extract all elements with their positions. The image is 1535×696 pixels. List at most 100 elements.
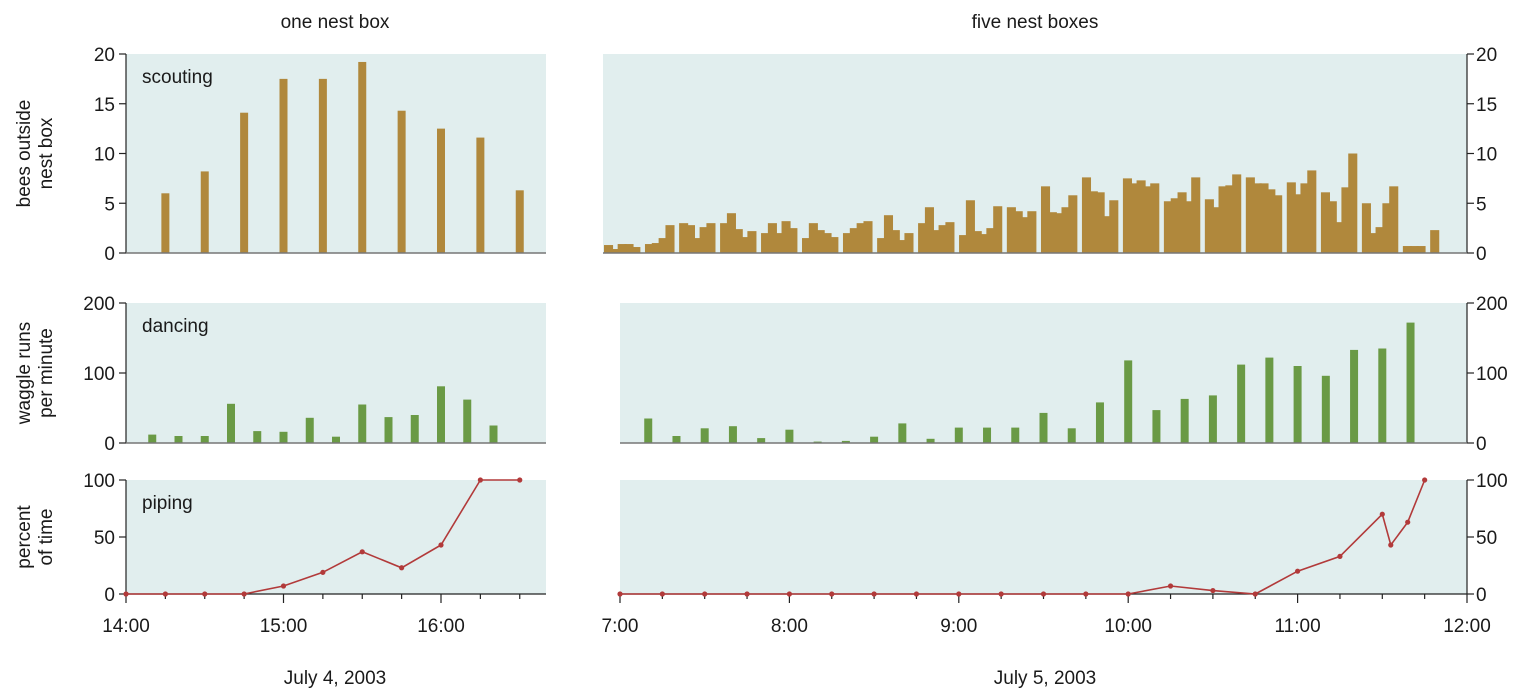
scouting-panel-left — [126, 54, 546, 253]
dancing-bar-right — [1293, 366, 1302, 443]
dancing-bar-right — [954, 427, 963, 443]
dancing-bar-right — [983, 427, 992, 443]
scouting-bar-right — [1081, 177, 1092, 253]
dancing-bar-left — [463, 399, 472, 443]
scouting-bar-right — [685, 225, 696, 253]
scouting-panel-label: scouting — [142, 67, 213, 88]
dancing-bar-left — [174, 436, 183, 443]
scouting-bar-right — [849, 228, 859, 253]
piping-point-right — [1422, 477, 1428, 483]
scouting-bar-right — [1334, 222, 1344, 253]
piping-y-axis-label: percentof time — [14, 505, 57, 569]
scouting-ytick-label-right: 5 — [1476, 194, 1487, 215]
scouting-bar-right — [1102, 216, 1112, 253]
dancing-bar-right — [700, 428, 709, 443]
dancing-bar-right — [1124, 360, 1133, 443]
dancing-bar-left — [227, 403, 235, 443]
scouting-y-axis-label-line: nest box — [36, 117, 57, 189]
piping-panel-left — [126, 480, 546, 594]
scouting-bar-right — [1341, 187, 1351, 253]
scouting-bar-right — [979, 234, 989, 253]
scouting-bar-right — [931, 230, 941, 253]
dancing-bar-right — [1039, 412, 1048, 443]
scouting-bar-right — [679, 223, 689, 253]
scouting-bar-right — [774, 233, 784, 253]
dancing-bar-left — [384, 417, 393, 443]
scouting-bar-right — [1368, 233, 1378, 253]
piping-point-left — [477, 477, 483, 483]
scouting-bar-right — [918, 223, 928, 253]
scouting-bar-right — [699, 227, 709, 253]
scouting-bar-right — [1252, 183, 1262, 253]
scouting-y-axis-label-line: bees outside — [14, 100, 35, 208]
x-tick-label-right: 9:00 — [940, 616, 977, 637]
scouting-bar-right — [1430, 230, 1440, 253]
date-label-left: July 4, 2003 — [284, 668, 386, 689]
piping-point-right — [1252, 591, 1258, 597]
scouting-bar-right — [1232, 174, 1242, 253]
scouting-bar-right — [959, 235, 969, 253]
scouting-bar-right — [972, 231, 982, 253]
scouting-bar-right — [1348, 153, 1358, 253]
piping-point-right — [913, 591, 920, 597]
scouting-bar-right — [938, 225, 948, 253]
scouting-bar-right — [658, 238, 668, 253]
scouting-bar-right — [877, 238, 887, 253]
dancing-y-axis-label-line: per minute — [36, 328, 57, 418]
scouting-bar-right — [1088, 191, 1098, 253]
scouting-bar-right — [904, 233, 914, 253]
piping-ytick-label-right: 100 — [1476, 471, 1508, 492]
dancing-bar-left — [200, 436, 209, 443]
dancing-bar-right — [785, 429, 794, 443]
scouting-bar-right — [1095, 192, 1105, 253]
scouting-bar-right — [1040, 186, 1051, 253]
dancing-bar-left — [305, 417, 314, 443]
scouting-bar-left — [515, 190, 524, 253]
scouting-bar-right — [1245, 177, 1255, 253]
scouting-bar-right — [1006, 207, 1016, 253]
piping-point-left — [202, 591, 208, 597]
piping-point-right — [617, 591, 623, 597]
scouting-bar-right — [1307, 170, 1317, 253]
scouting-bar-right — [1177, 192, 1187, 253]
dancing-bar-left — [437, 386, 445, 443]
scouting-bar-right — [1143, 186, 1153, 253]
dancing-bar-left — [148, 434, 157, 443]
scouting-bar-right — [897, 240, 907, 253]
scouting-bar-right — [1150, 183, 1160, 253]
scouting-bar-left — [476, 137, 485, 253]
scouting-bar-right — [692, 238, 702, 253]
piping-point-right — [1125, 591, 1131, 597]
piping-point-right — [1083, 591, 1089, 597]
dancing-bar-left — [279, 431, 288, 443]
dancing-ytick-label-left: 0 — [104, 434, 115, 455]
scouting-bar-right — [1020, 217, 1030, 253]
scouting-bar-right — [1402, 246, 1412, 253]
x-tick-label-right: 12:00 — [1443, 616, 1491, 637]
scouting-ytick-label-right: 20 — [1476, 45, 1497, 66]
scouting-bar-right — [761, 233, 771, 253]
scouting-bar-right — [1266, 189, 1276, 253]
scouting-bar-right — [617, 244, 627, 253]
dancing-bar-right — [870, 436, 879, 443]
scouting-bar-right — [1061, 207, 1071, 253]
scouting-bar-right — [1013, 211, 1023, 253]
x-tick-label-left: 14:00 — [102, 616, 150, 637]
piping-point-left — [359, 549, 365, 555]
scouting-bar-right — [1136, 180, 1146, 253]
piping-point-right — [1295, 568, 1301, 574]
scouting-bar-left — [240, 112, 249, 253]
scouting-bar-right — [726, 213, 736, 253]
dancing-bar-right — [1011, 427, 1020, 443]
dancing-panel-left — [126, 303, 546, 443]
dancing-ytick-label-right: 100 — [1476, 364, 1508, 385]
scouting-ytick-label-left: 20 — [94, 45, 115, 66]
scouting-bar-right — [788, 228, 798, 253]
piping-point-right — [786, 591, 793, 597]
scouting-bar-right — [733, 229, 743, 253]
x-tick-label-right: 8:00 — [771, 616, 808, 637]
plots-layer: 0 0 5 5 10 10 15 15 20 20 bees outsidenest box scou… — [14, 45, 1508, 637]
piping-point-right — [998, 591, 1004, 597]
piping-point-right — [1167, 583, 1174, 589]
dancing-bar-right — [728, 426, 737, 443]
